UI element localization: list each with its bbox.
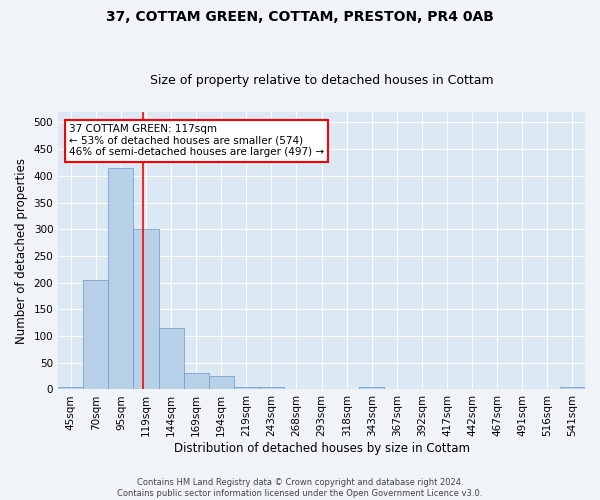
Text: Contains HM Land Registry data © Crown copyright and database right 2024.
Contai: Contains HM Land Registry data © Crown c… bbox=[118, 478, 482, 498]
Title: Size of property relative to detached houses in Cottam: Size of property relative to detached ho… bbox=[150, 74, 493, 87]
Bar bbox=[158, 328, 184, 390]
Bar bbox=[83, 280, 109, 390]
Bar bbox=[209, 376, 234, 390]
X-axis label: Distribution of detached houses by size in Cottam: Distribution of detached houses by size … bbox=[173, 442, 470, 455]
Text: 37 COTTAM GREEN: 117sqm
← 53% of detached houses are smaller (574)
46% of semi-d: 37 COTTAM GREEN: 117sqm ← 53% of detache… bbox=[69, 124, 324, 158]
Bar bbox=[234, 387, 259, 390]
Bar bbox=[133, 230, 158, 390]
Bar bbox=[359, 387, 385, 390]
Bar bbox=[109, 168, 133, 390]
Bar bbox=[560, 387, 585, 390]
Bar bbox=[58, 387, 83, 390]
Y-axis label: Number of detached properties: Number of detached properties bbox=[15, 158, 28, 344]
Bar bbox=[184, 374, 209, 390]
Bar bbox=[259, 387, 284, 390]
Text: 37, COTTAM GREEN, COTTAM, PRESTON, PR4 0AB: 37, COTTAM GREEN, COTTAM, PRESTON, PR4 0… bbox=[106, 10, 494, 24]
